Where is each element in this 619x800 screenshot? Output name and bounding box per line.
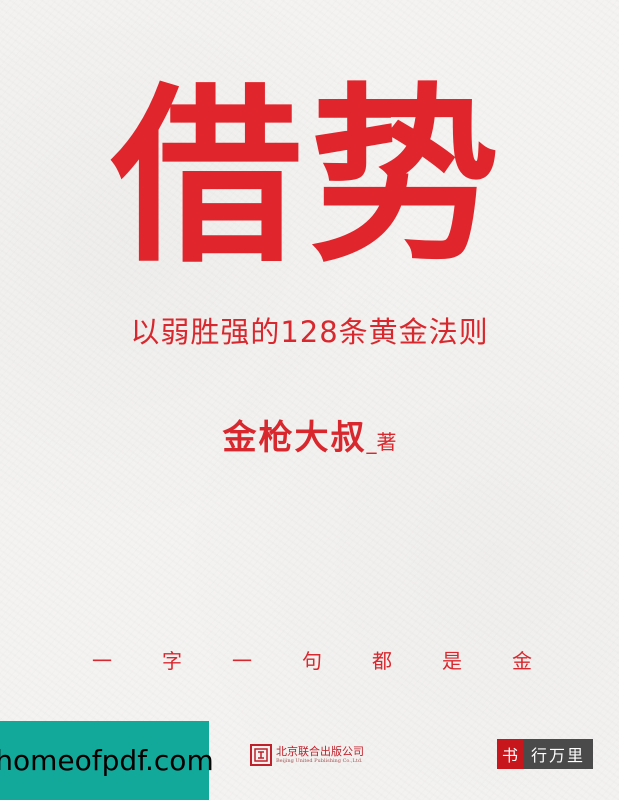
tagline-char: 金	[512, 649, 532, 673]
brand-text: 行万里	[523, 739, 593, 769]
book-subtitle: 以弱胜强的128条黄金法则	[130, 315, 489, 349]
tagline-char: 句	[302, 649, 322, 673]
tagline-char: 都	[372, 649, 392, 673]
author-line: 金枪大叔_著	[0, 410, 619, 459]
book-title: 借势	[111, 67, 508, 288]
brand-logo: 书 行万里	[497, 739, 593, 769]
brand-seal: 书	[497, 739, 523, 769]
watermark-badge[interactable]: homeofpdf.com	[0, 721, 214, 800]
tagline-char: 是	[442, 649, 462, 673]
tagline: 一 字 一 句 都 是 金	[92, 645, 532, 674]
tagline-char: 一	[92, 649, 112, 673]
tagline-char: 字	[162, 649, 182, 673]
tagline-char: 一	[232, 649, 252, 673]
publisher-seal-icon	[250, 744, 272, 766]
publisher-mark: 北京联合出版公司 Beijing United Publishing Co.,L…	[250, 740, 364, 770]
publisher-english-name: Beijing United Publishing Co.,Ltd.	[276, 758, 363, 764]
author-name: 金枪大叔	[222, 418, 367, 458]
author-mark: _著	[366, 430, 397, 454]
publisher-name: 北京联合出版公司	[276, 745, 364, 758]
